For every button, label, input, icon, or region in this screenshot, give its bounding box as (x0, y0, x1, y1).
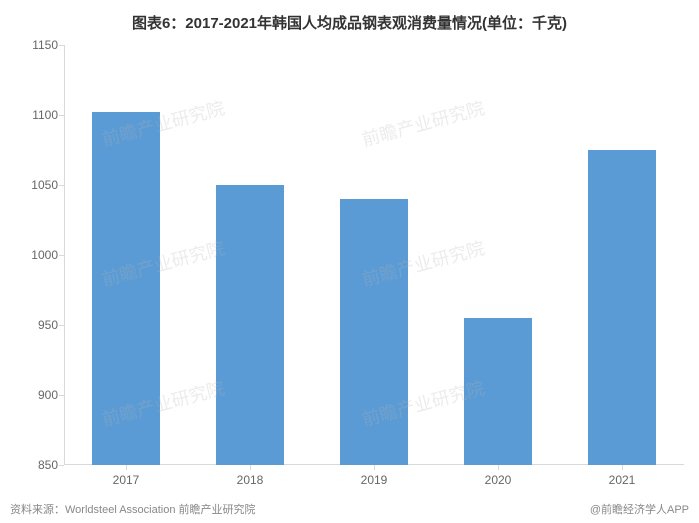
bar (92, 112, 160, 465)
y-tick-label: 900 (38, 388, 58, 402)
y-tick-label: 1100 (32, 108, 58, 122)
chart-footer: 资料来源：Worldsteel Association 前瞻产业研究院 @前瞻经… (10, 501, 689, 517)
x-tick-label: 2019 (361, 473, 388, 487)
y-tick-label: 850 (38, 458, 58, 472)
bar (588, 150, 656, 465)
bar (340, 199, 408, 465)
y-tick-label: 1150 (32, 38, 58, 52)
y-tick-label: 1050 (31, 178, 58, 192)
brand-text: @前瞻经济学人APP (590, 501, 689, 517)
x-tick-label: 2020 (485, 473, 512, 487)
y-tick-label: 1000 (31, 248, 58, 262)
bar (464, 318, 532, 465)
y-tick-label: 950 (38, 318, 58, 332)
bar (216, 185, 284, 465)
x-tick-label: 2017 (113, 473, 140, 487)
x-tick-label: 2018 (237, 473, 264, 487)
x-tick-label: 2021 (609, 473, 636, 487)
chart-plot-area: 8509009501000105011001150201720182019202… (64, 45, 684, 465)
chart-title: 图表6：2017-2021年韩国人均成品钢表观消费量情况(单位：千克) (0, 0, 699, 33)
source-text: 资料来源：Worldsteel Association 前瞻产业研究院 (10, 501, 256, 517)
